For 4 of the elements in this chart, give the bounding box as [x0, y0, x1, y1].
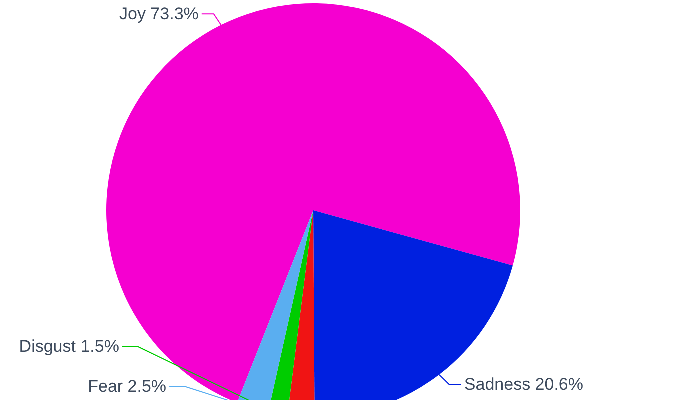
slice-label: Disgust 1.5%	[19, 337, 120, 356]
slice-label: Fear 2.5%	[88, 377, 167, 396]
slice-label: Joy 73.3%	[120, 4, 199, 24]
slice-label: Sadness 20.6%	[464, 375, 584, 394]
